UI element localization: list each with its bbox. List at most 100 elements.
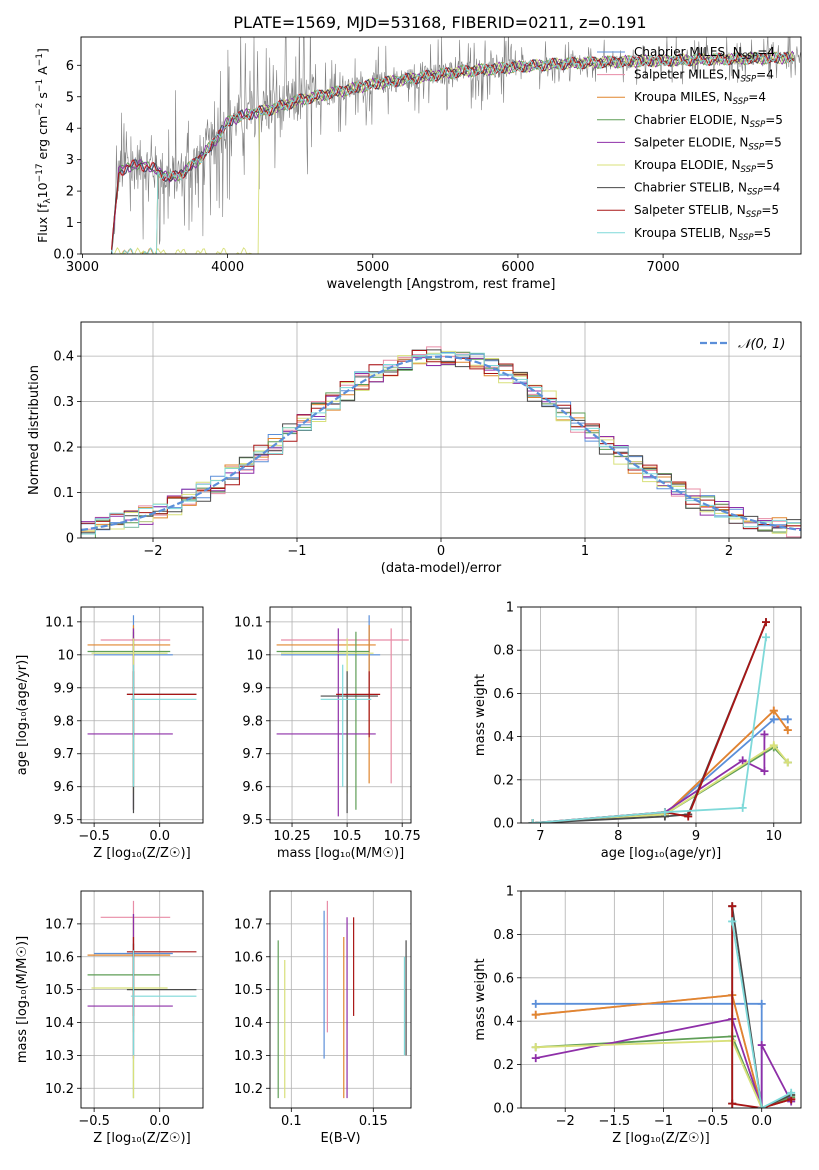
y-tick-label: 10.3 [234, 1049, 263, 1064]
errorbar-chabrier-stelib [126, 671, 197, 814]
plot-area [87, 900, 197, 1099]
model-spectrum-salpeter-stelib [111, 52, 795, 251]
x-tick-label: 5000 [356, 260, 389, 275]
data-point [728, 902, 737, 911]
series-chabrier-stelib [528, 618, 770, 823]
axes-frame [80, 36, 802, 255]
plot-area [276, 615, 409, 817]
errorbar-kroupa-stelib [320, 664, 372, 787]
plot-area [528, 618, 792, 823]
y-tick-label: 0 [66, 532, 74, 547]
data-point [531, 1010, 540, 1019]
x-tick-label: −2 [556, 1114, 575, 1129]
series-kroupa-miles [528, 706, 792, 823]
series-line [532, 621, 767, 823]
x-tick-label: 0.15 [359, 1114, 388, 1129]
legend-label-kroupa-elodie: Kroupa ELODIE, NSSP=5 [634, 158, 774, 175]
x-tick-label: 0.0 [149, 829, 170, 844]
y-tick-label: 0.6 [493, 971, 514, 986]
mass-weight-vs-age-panel: 7 8 9 10 0.0 0.2 0.4 0.6 0.8 1 age [log₁₀(age/yr)]… [473, 601, 802, 861]
x-tick-label: 2 [725, 544, 733, 559]
data-point [783, 715, 792, 724]
x-axis-label: (data-model)/error [381, 561, 502, 576]
errorbar-kroupa-elodie [91, 956, 168, 1099]
data-point [738, 803, 747, 812]
plot-area [111, 37, 801, 254]
y-tick-label: 9.7 [53, 747, 74, 762]
model-spectrum-kroupa-stelib [111, 51, 794, 254]
x-tick-label: −1.5 [599, 1114, 631, 1129]
y-tick-label: 0.3 [53, 395, 74, 410]
x-axis-label: Z [log₁₀(Z/Z☉)] [93, 846, 190, 861]
y-tick-label: 6 [66, 59, 74, 74]
x-tick-label: −1 [287, 544, 306, 559]
y-tick-label: 9.8 [242, 714, 263, 729]
normal-distribution-curve [81, 355, 801, 532]
y-tick-label: 9.9 [242, 681, 263, 696]
x-axis-label: age [log₁₀(age/yr)] [601, 846, 722, 861]
y-tick-label: 5 [66, 90, 74, 105]
errorbar-chabrier-elodie [87, 943, 160, 1099]
figure-title: PLATE=1569, MJD=53168, FIBERID=0211, z=0… [233, 13, 646, 32]
axes-frame [80, 321, 802, 539]
y-tick-label: 10.7 [45, 917, 74, 932]
x-tick-label: 9 [692, 829, 700, 844]
y-axis-label: Flux [fλ10−17 erg cm−2 s−1 A−1] [35, 48, 53, 243]
x-tick-label: −2 [143, 544, 162, 559]
series-line [535, 1017, 792, 1108]
errorbar-salpeter-stelib [126, 937, 197, 1016]
data-point [769, 715, 778, 724]
data-point [757, 999, 766, 1008]
errorbar-kroupa-elodie [91, 638, 168, 794]
legend-label-salpeter-miles: Salpeter MILES, NSSP=4 [634, 68, 774, 85]
data-point [757, 1104, 766, 1108]
data-point [787, 1088, 796, 1097]
plot-area [81, 346, 801, 538]
y-tick-label: 10.5 [45, 983, 74, 998]
y-tick-label: 9.8 [53, 714, 74, 729]
legend-label-chabrier-stelib: Chabrier STELIB, NSSP=4 [634, 181, 780, 198]
data-point [528, 819, 537, 823]
plot-area [531, 902, 796, 1108]
x-axis-label: E(B-V) [320, 1131, 360, 1146]
legend-label-salpeter-elodie: Salpeter ELODIE, NSSP=5 [634, 135, 782, 152]
x-axis-label: mass [log₁₀(M/M☉)] [277, 846, 404, 861]
y-tick-label: 4 [66, 122, 74, 137]
x-axis-label: Z [log₁₀(Z/Z☉)] [93, 1131, 190, 1146]
errorbar-chabrier-elodie [276, 631, 370, 810]
y-tick-label: 10.1 [45, 615, 74, 630]
plot-area [87, 615, 197, 814]
y-tick-label: 3 [66, 153, 74, 168]
series-line [532, 637, 767, 823]
series-kroupa-elodie [528, 741, 792, 823]
y-tick-label: 9.6 [242, 780, 263, 795]
axes-frame [269, 890, 412, 1109]
x-tick-label: 10.5 [333, 829, 362, 844]
y-tick-label: 10.7 [234, 917, 263, 932]
x-tick-label: 0.1 [281, 1114, 302, 1129]
x-tick-label: 1 [581, 544, 589, 559]
axes-frame [80, 890, 204, 1109]
axes-frame [520, 606, 802, 824]
y-tick-label: 1 [506, 885, 514, 900]
x-tick-label: 0 [437, 544, 445, 559]
data-point [769, 706, 778, 715]
residuals-panel: −2 −1 0 1 2 0 0.1 0.2 0.3 0.4 (data-model)/error No… [27, 321, 802, 576]
errorbar-chabrier-miles [281, 615, 381, 695]
x-tick-label: −1 [654, 1114, 673, 1129]
data-point [738, 756, 747, 765]
errorbar-kroupa-miles [276, 625, 376, 784]
y-tick-label: 0.2 [53, 441, 74, 456]
y-tick-label: 10.4 [45, 1016, 74, 1031]
x-tick-label: 7000 [647, 260, 680, 275]
y-axis-label: Normed distribution [27, 365, 42, 495]
legend-label-kroupa-stelib: Kroupa STELIB, NSSP=5 [634, 226, 771, 243]
y-tick-label: 10.6 [234, 950, 263, 965]
y-tick-label: 0.0 [493, 1102, 514, 1117]
plot-area [277, 900, 407, 1099]
spectrum-panel: 3000 4000 5000 6000 7000 0.0 1 2 3 4 5 6 wavelength … [35, 36, 802, 292]
data-point [783, 758, 792, 767]
y-tick-label: 10 [57, 648, 74, 663]
series-line [532, 709, 789, 823]
